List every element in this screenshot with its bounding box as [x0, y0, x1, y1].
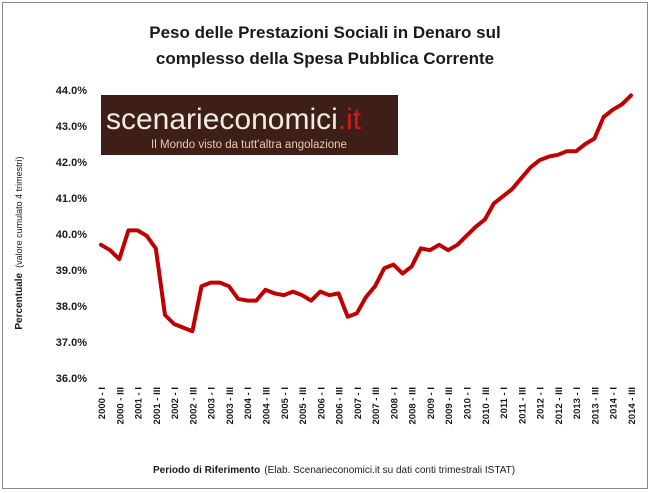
- y-tick-label: 41.0%: [56, 193, 87, 205]
- chart-title-line2: complesso della Spesa Pubblica Corrente: [156, 49, 494, 68]
- x-tick-label: 2012 - I: [536, 387, 547, 419]
- x-tick-label: 2009 - III: [444, 387, 455, 425]
- x-tick-label: 2004 - I: [243, 387, 254, 419]
- x-tick-label: 2013 - I: [572, 387, 583, 419]
- x-tick-label: 2008 - I: [389, 387, 400, 419]
- x-tick-label: 2010 - I: [463, 387, 474, 419]
- x-tick-label: 2003 - III: [225, 387, 236, 425]
- y-tick-label: 42.0%: [56, 157, 87, 169]
- x-axis-label: Periodo di Riferimento (Elab. Scenariecon…: [153, 465, 515, 476]
- x-tick-label: 2011 - III: [517, 387, 528, 424]
- y-tick-label: 40.0%: [56, 229, 87, 241]
- line-chart: Peso delle Prestazioni Sociali in Denaro…: [14, 23, 638, 476]
- x-tick-label: 2011 - I: [499, 387, 510, 419]
- x-tick-label: 2013 - III: [590, 387, 601, 425]
- watermark-tagline: Il Mondo visto da tutt'altra angolazione: [151, 139, 347, 151]
- x-tick-label: 2008 - III: [408, 387, 419, 425]
- x-tick-label: 2002 - I: [170, 387, 181, 419]
- watermark-logo: scenarieconomici.it Il Mondo visto da tu…: [101, 95, 398, 155]
- x-tick-label: 2004 - III: [261, 387, 272, 425]
- x-tick-label: 2001 - III: [152, 387, 163, 425]
- x-tick-label: 2006 - III: [335, 387, 346, 425]
- x-tick-label: 2010 - III: [481, 387, 492, 425]
- watermark-background: [101, 95, 398, 155]
- x-tick-label: 2005 - III: [298, 387, 309, 425]
- x-tick-label: 2002 - III: [188, 387, 199, 425]
- series-line: [99, 93, 633, 334]
- y-tick-label: 44.0%: [56, 85, 87, 97]
- x-tick-label: 2005 - I: [280, 387, 291, 419]
- x-tick-label: 2007 - I: [353, 387, 364, 419]
- x-tick-label: 2003 - I: [207, 387, 218, 419]
- y-tick-label: 38.0%: [56, 301, 87, 313]
- x-tick-label: 2000 - III: [115, 387, 126, 425]
- y-tick-label: 36.0%: [56, 373, 87, 385]
- x-tick-label: 2001 - I: [134, 387, 145, 419]
- x-tick-label: 2012 - III: [554, 387, 565, 425]
- y-axis-label: Percentuale(valore cumulato 4 trimestri): [14, 156, 25, 329]
- y-tick-label: 43.0%: [56, 121, 87, 133]
- x-tick-label: 2009 - I: [426, 387, 437, 419]
- x-tick-label: 2007 - III: [371, 387, 382, 425]
- x-tick-label: 2006 - I: [316, 387, 327, 419]
- watermark-name: scenarieconomici.it: [106, 103, 362, 136]
- y-tick-label: 37.0%: [56, 337, 87, 349]
- chart-title-line1: Peso delle Prestazioni Sociali in Denaro…: [149, 23, 500, 42]
- y-tick-label: 39.0%: [56, 265, 87, 277]
- x-tick-label: 2000 - I: [97, 387, 108, 419]
- x-tick-label: 2014 - I: [609, 387, 620, 419]
- x-tick-label: 2014 - III: [627, 387, 638, 425]
